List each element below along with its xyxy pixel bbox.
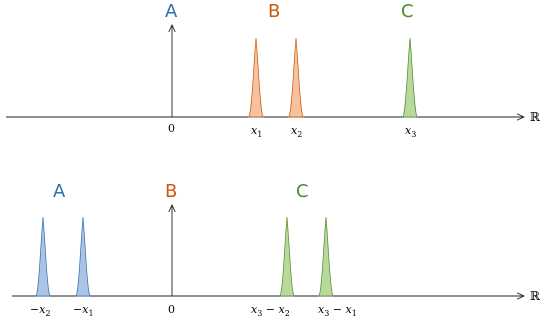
bottom-peak-c-1 [279,216,295,297]
bottom-label-c: C [296,181,309,202]
top-label-b: B [268,1,280,22]
bottom-label-a: A [53,181,66,202]
bottom-tick-zero: 0 [168,303,175,316]
top-peak-c-1 [402,37,418,118]
top-real-symbol: ℝ [530,110,541,124]
bottom-peak-a-1 [35,216,51,297]
top-tick-zero: 0 [168,122,175,135]
bottom-tick-neg-x2: −x2 [30,303,51,318]
top-panel: A B C 0 x1 x2 x3 ℝ [6,1,541,139]
top-tick-x3: x3 [405,124,416,139]
top-tick-x2: x2 [291,124,302,139]
bottom-tick-x3-minus-x2: x3 − x2 [251,303,290,318]
top-tick-x1: x1 [251,124,262,139]
bottom-label-b: B [165,181,177,202]
bottom-panel: A B C −x2 −x1 0 x3 − x2 x3 − x1 ℝ [12,181,541,318]
bottom-peak-c-2 [318,216,334,297]
top-label-c: C [401,1,414,22]
top-peak-b-1 [248,37,264,118]
top-peak-b-2 [288,37,304,118]
bottom-peak-a-2 [75,216,91,297]
bottom-real-symbol: ℝ [530,289,541,303]
bottom-tick-x3-minus-x1: x3 − x1 [318,303,357,318]
top-label-a: A [165,1,178,22]
bottom-tick-neg-x1: −x1 [73,303,94,318]
